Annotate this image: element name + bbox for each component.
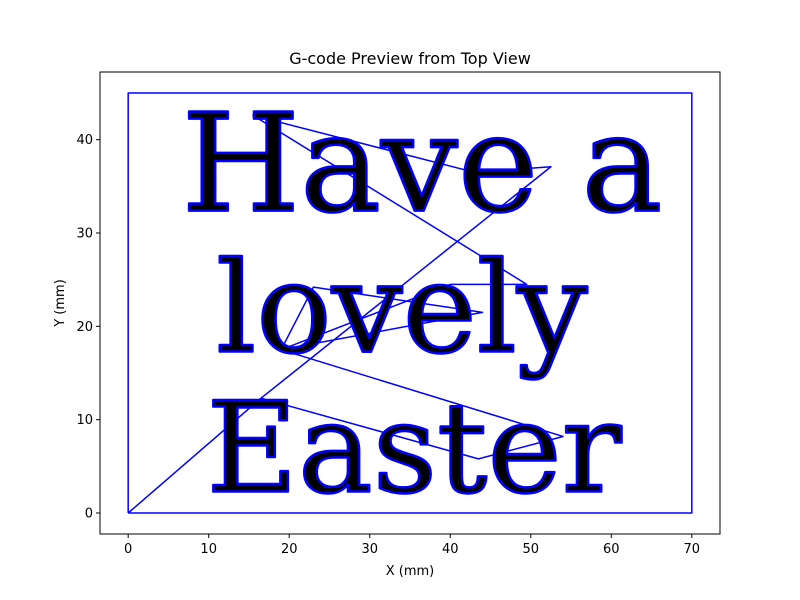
x-axis-label: X (mm)	[386, 564, 435, 579]
glyph-text-0: Have a	[182, 86, 663, 244]
x-tick-label: 50	[523, 542, 540, 557]
y-tick-label: 10	[76, 413, 93, 428]
glyph-text-1: lovely	[216, 236, 588, 382]
x-tick-label: 70	[684, 542, 701, 557]
y-tick-label: 40	[76, 133, 93, 148]
x-axis: 0 10 20 30 40 50 60 70	[124, 534, 700, 557]
y-axis-label: Y (mm)	[53, 279, 68, 328]
x-tick-label: 0	[124, 542, 132, 557]
y-tick-label: 0	[85, 507, 93, 522]
chart-title: G-code Preview from Top View	[289, 49, 531, 68]
y-tick-label: 30	[76, 227, 93, 242]
glyph-text-2: Easter	[206, 376, 621, 522]
boundary-path	[127, 92, 693, 514]
x-tick-label: 20	[281, 542, 298, 557]
x-tick-label: 10	[200, 542, 217, 557]
x-tick-label: 30	[361, 542, 378, 557]
travel-path-1	[127, 114, 564, 514]
x-tick-label: 60	[603, 542, 620, 557]
y-tick-label: 20	[76, 320, 93, 335]
axes-frame	[99, 71, 721, 535]
y-axis: 0 10 20 30 40	[76, 133, 100, 522]
x-tick-label: 40	[442, 542, 459, 557]
